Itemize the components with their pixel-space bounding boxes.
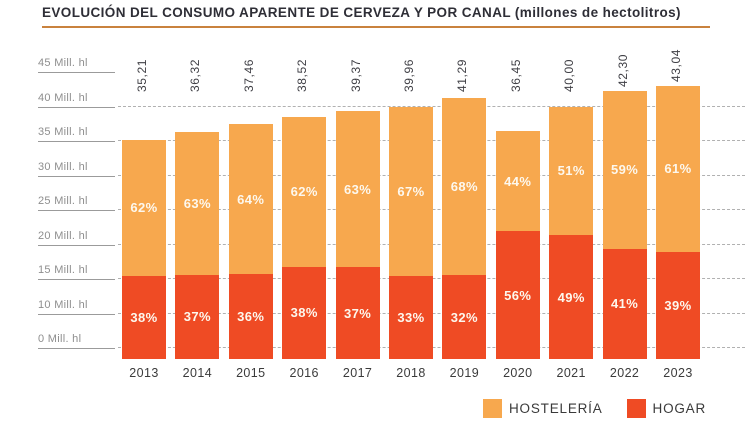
hosteleria-pct-label: 44% [504,173,532,189]
total-value-label: 39,37 [348,58,363,92]
x-axis-year-label: 2018 [396,366,426,380]
y-axis-tick-label: 30 Mill. hl [38,160,115,177]
total-value-label: 36,32 [188,58,203,92]
bar-2021-hogar-segment: 49% [549,235,594,359]
total-value-label: 43,04 [669,48,683,82]
hosteleria-pct-label: 63% [183,195,211,211]
hosteleria-pct-label: 59% [610,162,639,178]
bar-2013: 62% 38% [122,139,166,359]
x-axis-year-label: 2020 [503,366,533,380]
bar-2023-hogar-segment: 39% [656,252,700,359]
hosteleria-pct-label: 61% [664,161,692,177]
bar-2013-hosteleria-segment: 62% [122,139,166,276]
y-axis-tick-label: 35 Mill. hl [38,125,115,142]
x-axis-year-label: 2014 [182,366,213,380]
bar-2022-hogar-segment: 41% [602,248,647,359]
hosteleria-pct-label: 67% [397,183,425,199]
bar-2019-hogar-segment: 32% [442,275,487,359]
total-value-label: 37,46 [241,58,256,92]
hosteleria-pct-label: 63% [343,181,372,197]
hogar-pct-label: 49% [557,289,585,305]
hogar-pct-label: 39% [664,298,692,314]
x-axis-year-label: 2022 [609,366,640,380]
legend-label: HOGAR [652,401,707,416]
total-value-label: 42,30 [615,53,630,87]
hogar-pct-label: 38% [130,309,158,325]
bar-2020: 44% 56% [495,130,540,359]
hogar-pct-label: 56% [504,287,532,303]
bar-2018-hogar-segment: 33% [389,275,433,359]
bar-2020-hosteleria-segment: 44% [495,130,540,232]
y-axis-tick-label: 45 Mill. hl [38,56,115,73]
bar-2019: 68% 32% [442,97,487,359]
hogar-pct-label: 33% [397,309,425,325]
chart-title-block: EVOLUCIÓN DEL CONSUMO APARENTE DE CERVEZ… [42,5,710,28]
total-value-label: 41,29 [455,58,470,92]
bar-2021-hosteleria-segment: 51% [549,106,594,236]
legend-item-hogar: HOGAR [626,399,707,418]
hosteleria-pct-label: 64% [237,191,265,207]
total-value-label: 40,00 [562,58,577,92]
bar-2015-hogar-segment: 36% [228,274,273,359]
total-value-label: 36,45 [508,58,523,92]
bar-2013-hogar-segment: 38% [122,275,166,359]
y-axis-tick-label: 40 Mill. hl [38,91,115,108]
bar-2017: 63% 37% [335,110,380,359]
gridline [118,105,745,107]
bar-2018-hosteleria-segment: 67% [389,106,433,276]
x-axis-year-label: 2017 [342,366,373,380]
legend-item-hostelería: HOSTELERÍA [483,399,603,418]
y-axis-tick-label: 20 Mill. hl [38,229,115,246]
bar-2019-hosteleria-segment: 68% [442,97,487,276]
legend-label: HOSTELERÍA [509,401,603,416]
hogar-pct-label: 37% [183,309,211,325]
bar-2014-hosteleria-segment: 63% [175,131,220,275]
total-value-label: 35,21 [135,58,149,92]
bar-2023: 61% 39% [656,85,700,359]
hosteleria-pct-label: 62% [130,200,158,216]
hogar-pct-label: 41% [610,296,639,312]
total-value-label: 38,52 [295,58,310,92]
hosteleria-pct-label: 62% [290,184,318,200]
y-axis-tick-label: 25 Mill. hl [38,194,115,211]
bar-2022-hosteleria-segment: 59% [602,90,647,249]
bar-2016-hosteleria-segment: 62% [282,116,327,267]
x-axis-year-label: 2016 [289,366,319,380]
bar-2017-hosteleria-segment: 63% [335,110,380,268]
legend-swatch [626,399,646,418]
bar-2016-hogar-segment: 38% [282,266,327,359]
bar-2015: 64% 36% [228,124,273,359]
x-axis-year-label: 2013 [129,366,159,380]
y-axis-tick-label: 10 Mill. hl [38,298,115,315]
x-axis-year-label: 2023 [663,366,693,380]
hogar-pct-label: 36% [237,309,265,325]
y-axis-tick-label: 0 Mill. hl [38,332,115,349]
legend: HOSTELERÍA HOGAR [483,399,706,418]
hosteleria-pct-label: 51% [557,163,585,179]
hogar-pct-label: 38% [290,305,318,321]
bar-2023-hosteleria-segment: 61% [656,85,700,253]
hogar-pct-label: 32% [450,309,478,325]
x-axis-year-label: 2021 [556,366,586,380]
hosteleria-pct-label: 68% [450,178,478,194]
hogar-pct-label: 37% [343,305,372,321]
bar-2015-hosteleria-segment: 64% [228,124,273,275]
bar-2017-hogar-segment: 37% [335,267,380,359]
legend-swatch [483,399,502,418]
bar-2014: 63% 37% [175,131,220,359]
total-value-label: 39,96 [402,58,416,92]
bar-2018: 67% 33% [389,106,433,359]
bar-2021: 51% 49% [549,106,594,359]
x-axis-year-label: 2015 [236,366,266,380]
x-axis-year-label: 2019 [449,366,480,380]
bar-2016: 62% 38% [282,116,327,359]
chart-title: EVOLUCIÓN DEL CONSUMO APARENTE DE CERVEZ… [42,5,681,20]
bar-2020-hogar-segment: 56% [495,231,540,359]
y-axis-tick-label: 15 Mill. hl [38,263,115,280]
bar-2014-hogar-segment: 37% [175,274,220,359]
bar-2022: 59% 41% [602,90,647,359]
